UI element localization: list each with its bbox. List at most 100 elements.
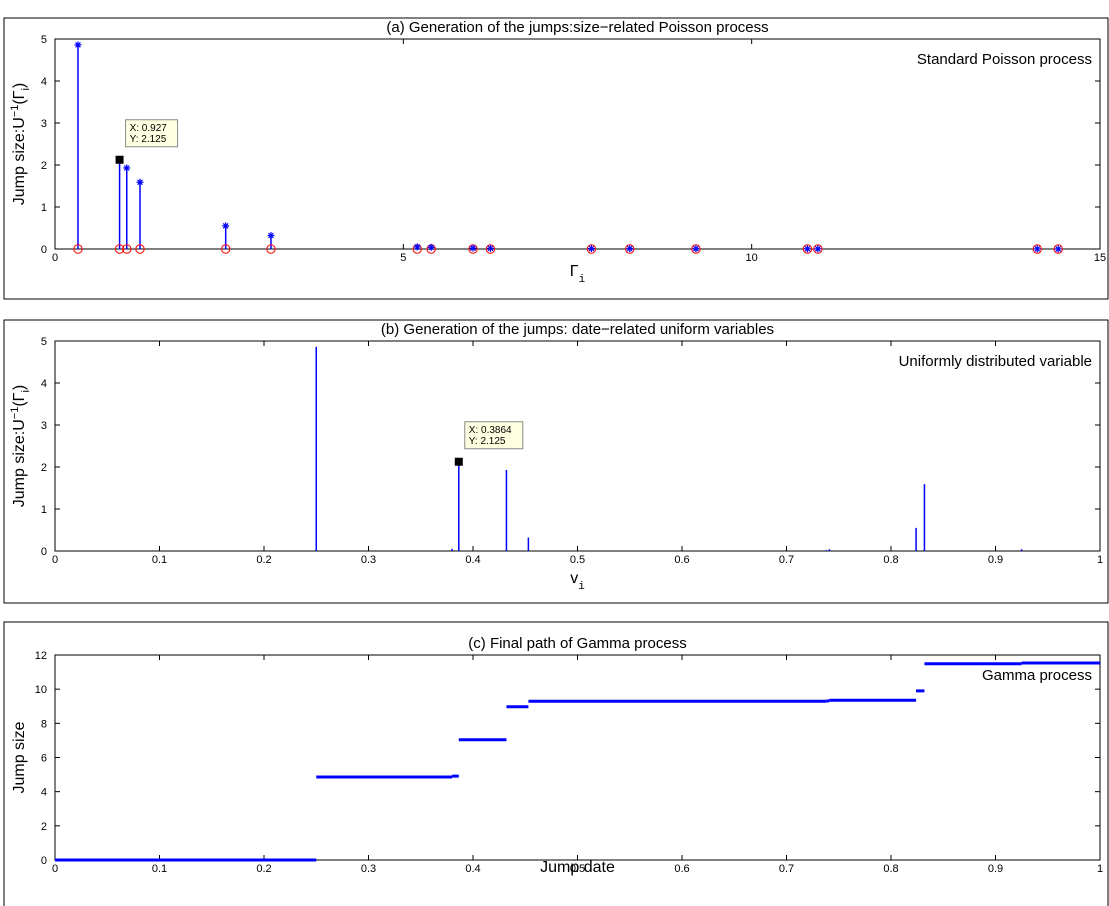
- stem-base-marker: [586, 244, 597, 254]
- y-axis-label-main: Jump size:U: [11, 117, 28, 205]
- y-tick-label: 8: [41, 718, 47, 730]
- x-tick-label: 0.3: [361, 863, 376, 875]
- x-tick-label: 0.5: [570, 863, 585, 875]
- y-tick-label: 0: [41, 546, 47, 558]
- y-axis-label: Jump size:U−1(Γi): [9, 385, 32, 508]
- y-tick-label: 1: [41, 504, 47, 516]
- stem-top-marker: [427, 243, 435, 251]
- chart-panel-a: (a) Generation of the jumps:size−related…: [3, 17, 1109, 300]
- stem-base-marker: [802, 244, 813, 254]
- star-stroke: [268, 232, 274, 239]
- stem-top-marker: [469, 244, 477, 252]
- stem-top-marker: [136, 178, 144, 186]
- y-tick-label: 3: [41, 420, 47, 432]
- stem-top-marker: [587, 245, 595, 253]
- x-tick-label: 0.9: [988, 554, 1003, 566]
- x-tick-label: 0.7: [779, 863, 794, 875]
- chart-panel-c: (c) Final path of Gamma process 0 0.1 0.2 0.…: [3, 621, 1109, 906]
- x-tick-label: 0: [52, 863, 58, 875]
- stem-top-marker: [413, 243, 421, 251]
- legend-label: Standard Poisson process: [917, 51, 1092, 68]
- stem-base-marker: [122, 244, 132, 254]
- stem-top-marker: [814, 245, 822, 253]
- x-tick-label: 0.4: [465, 863, 480, 875]
- y-axis-label-tail: (Γ: [11, 90, 28, 104]
- stem-top-marker: [626, 245, 634, 253]
- panel-frame: [3, 17, 1109, 300]
- x-axis-label: Jump date: [540, 859, 615, 876]
- axes-box: [54, 38, 1101, 250]
- star-stroke: [470, 245, 476, 252]
- datatip-marker: [115, 155, 124, 164]
- chart-title: (a) Generation of the jumps:size−related…: [386, 19, 768, 36]
- stem-base-marker: [220, 244, 231, 254]
- stem-base-marker: [485, 244, 496, 254]
- stem-base-marker: [1032, 244, 1043, 254]
- y-tick-label: 4: [41, 787, 47, 799]
- datatip-x: X: 0.3864: [469, 425, 512, 436]
- star-stroke: [123, 165, 130, 171]
- datatip-y: Y: 2.125: [130, 134, 167, 145]
- stem-base-marker: [114, 244, 125, 254]
- star-stroke: [804, 245, 811, 252]
- legend-label: Uniformly distributed variable: [899, 353, 1092, 370]
- x-tick-label: 0.7: [779, 554, 794, 566]
- y-tick-label: 12: [35, 650, 47, 662]
- x-tick-label: 10: [746, 252, 758, 264]
- y-tick-label: 2: [41, 160, 47, 172]
- stem-top-marker: [222, 222, 230, 230]
- star-stroke: [1034, 246, 1041, 252]
- x-tick-label: 5: [400, 252, 406, 264]
- star-stroke: [414, 244, 421, 250]
- y-tick-label: 0: [41, 244, 47, 256]
- y-axis-label-sub: i: [20, 390, 32, 392]
- stem-base-marker: [135, 244, 145, 254]
- stem-top-marker: [1033, 245, 1041, 253]
- stem-top-marker: [74, 41, 82, 49]
- star-stroke: [137, 179, 143, 186]
- star-stroke: [487, 245, 494, 252]
- x-tick-label: 15: [1094, 252, 1106, 264]
- stem-base-marker: [73, 244, 83, 254]
- x-axis-label-main: Γ: [570, 263, 579, 280]
- y-axis-label-sub: i: [20, 88, 32, 90]
- x-axis-label: Γi: [570, 263, 586, 286]
- stem-top-marker: [803, 245, 811, 253]
- chart-title: (c) Final path of Gamma process: [468, 635, 686, 652]
- y-axis-label-sup: −1: [9, 407, 21, 420]
- x-tick-label: 0.2: [256, 863, 271, 875]
- y-tick-label: 6: [41, 753, 47, 765]
- y-axis-label-main: Jump size:U: [11, 419, 28, 507]
- x-tick-label: 0: [52, 252, 58, 264]
- stem-top-marker: [123, 164, 131, 172]
- y-tick-label: 4: [41, 378, 47, 390]
- star-stroke: [814, 245, 821, 252]
- legend-label: Gamma process: [982, 667, 1092, 684]
- x-tick-label: 0.3: [361, 554, 376, 566]
- x-tick-label: 0.8: [883, 554, 898, 566]
- y-tick-label: 3: [41, 118, 47, 130]
- x-tick-label: 0.4: [465, 554, 480, 566]
- stem-base-marker: [625, 244, 635, 254]
- x-tick-label: 0.6: [674, 554, 689, 566]
- x-axis-label-main: Jump date: [540, 859, 615, 876]
- x-axis-label-main: v: [570, 570, 578, 587]
- chart-panel-b: (b) Generation of the jumps: date−relate…: [3, 319, 1109, 604]
- y-axis-label-sup: −1: [9, 105, 21, 118]
- x-tick-label: 0.8: [883, 863, 898, 875]
- chart-title: (b) Generation of the jumps: date−relate…: [381, 321, 774, 338]
- y-tick-label: 1: [41, 202, 47, 214]
- y-tick-label: 5: [41, 336, 47, 348]
- stem-top-marker: [692, 245, 700, 253]
- star-stroke: [693, 245, 699, 252]
- x-tick-label: 0.5: [570, 554, 585, 566]
- stem-base-marker: [1053, 244, 1063, 254]
- x-tick-label: 0.1: [152, 863, 167, 875]
- y-axis-label-close: ): [11, 83, 28, 88]
- panel-frame: [3, 319, 1109, 604]
- star-stroke: [588, 245, 595, 252]
- star-stroke: [1055, 246, 1062, 252]
- stem-top-marker: [486, 244, 494, 252]
- y-tick-label: 0: [41, 855, 47, 867]
- x-tick-label: 1: [1097, 863, 1103, 875]
